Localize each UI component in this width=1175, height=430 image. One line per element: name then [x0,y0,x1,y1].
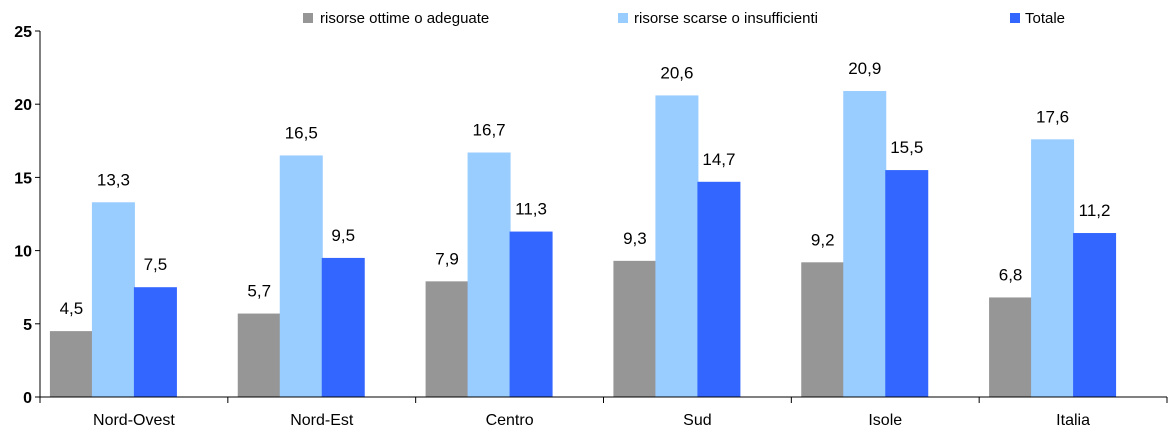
x-tick-label-italia: Italia [1056,412,1090,429]
bar-nord-est-totale [321,257,365,397]
legend-swatch-totale [1010,13,1020,23]
data-label-isole-risorse-ottime-o-adeguate: 9,2 [811,230,835,249]
data-label-italia-totale: 11,2 [1079,201,1111,220]
bar-italia-risorse-scarse-o-insufficienti [1031,139,1075,397]
data-label-nord-est-risorse-scarse-o-insufficienti: 16,5 [285,123,318,142]
data-label-sud-risorse-ottime-o-adeguate: 9,3 [623,229,647,248]
data-label-italia-risorse-scarse-o-insufficienti: 17,6 [1036,107,1069,126]
bar-nord-est-risorse-scarse-o-insufficienti [279,155,323,397]
x-tick-label-nord-ovest: Nord-Ovest [93,412,175,429]
bar-centro-risorse-scarse-o-insufficienti [467,152,511,397]
data-label-isole-totale: 15,5 [890,138,923,157]
data-label-centro-totale: 11,3 [515,200,547,219]
bar-isole-totale [885,170,929,397]
x-tick-label-centro: Centro [486,412,534,429]
y-tick-label: 0 [23,390,32,407]
data-label-isole-risorse-scarse-o-insufficienti: 20,9 [848,59,881,78]
bar-centro-totale [509,231,553,397]
bar-nord-ovest-risorse-scarse-o-insufficienti [91,202,135,397]
legend-swatch-risorse-ottime-o-adeguate [303,13,313,23]
legend-label-risorse-ottime-o-adeguate: risorse ottime o adeguate [320,10,489,27]
bar-centro-risorse-ottime-o-adeguate [425,281,469,397]
data-label-centro-risorse-ottime-o-adeguate: 7,9 [435,249,459,268]
y-tick-label: 20 [14,97,32,114]
bar-isole-risorse-ottime-o-adeguate [801,262,845,397]
bar-isole-risorse-scarse-o-insufficienti [843,91,887,398]
data-label-centro-risorse-scarse-o-insufficienti: 16,7 [473,121,506,140]
data-label-italia-risorse-ottime-o-adeguate: 6,8 [999,265,1023,284]
x-tick-label-sud: Sud [683,412,711,429]
x-tick-label-isole: Isole [868,412,902,429]
data-label-nord-ovest-risorse-ottime-o-adeguate: 4,5 [60,299,84,318]
bar-sud-risorse-ottime-o-adeguate [613,260,657,397]
data-label-nord-est-risorse-ottime-o-adeguate: 5,7 [247,282,271,301]
axes-group: 0 5 10 15 20 25 Nord-Ovest Nord-Est Centro Sud Iso… [14,24,1168,429]
legend-swatch-risorse-scarse-o-insufficienti [618,13,628,23]
x-tick-label-nord-est: Nord-Est [290,412,354,429]
bar-nord-ovest-totale [133,287,177,397]
legend-label-totale: Totale [1025,10,1065,27]
data-label-nord-ovest-risorse-scarse-o-insufficienti: 13,3 [97,170,130,189]
bar-italia-risorse-ottime-o-adeguate [989,297,1033,397]
bar-sud-totale [697,181,741,397]
bar-italia-totale [1073,233,1117,397]
bar-nord-est-risorse-ottime-o-adeguate [237,313,281,397]
data-label-sud-totale: 14,7 [702,150,735,169]
legend-label-risorse-scarse-o-insufficienti: risorse scarse o insufficienti [634,10,818,27]
y-tick-label: 15 [14,170,32,187]
bar-nord-ovest-risorse-ottime-o-adeguate [49,331,93,397]
y-tick-label: 10 [14,244,32,261]
bar-sud-risorse-scarse-o-insufficienti [655,95,699,397]
data-labels-group: 4,5 13,3 7,5 5,7 16,5 9,5 7,9 16,7 11,3 9,3 20,6 14… [60,59,1111,318]
data-label-nord-est-totale: 9,5 [331,226,355,245]
legend: risorse ottime o adeguate risorse scarse … [303,10,1065,27]
y-tick-label: 25 [14,24,32,41]
bars-group [49,91,1117,398]
data-label-nord-ovest-totale: 7,5 [144,255,168,274]
y-tick-label: 5 [23,317,32,334]
data-label-sud-risorse-scarse-o-insufficienti: 20,6 [660,63,693,82]
